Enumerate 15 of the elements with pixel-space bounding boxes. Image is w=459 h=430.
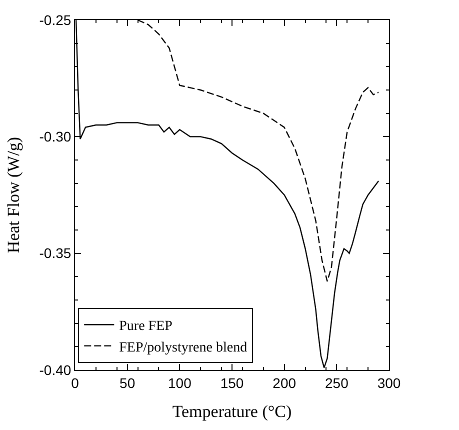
x-tick-label: 250 (324, 374, 349, 391)
y-tick-label: -0.35 (39, 245, 72, 262)
y-tick-label: -0.30 (39, 128, 72, 145)
x-tick-label: 50 (120, 374, 136, 391)
x-tick-label: 200 (272, 374, 296, 391)
y-tick-label: -0.40 (39, 362, 72, 378)
y-tick-label: -0.25 (39, 12, 72, 28)
legend-label: Pure FEP (119, 319, 173, 334)
x-tick-label: 150 (220, 374, 244, 391)
legend-label: FEP/polystyrene blend (119, 340, 248, 356)
x-axis-title: Temperature (°C) (172, 402, 292, 422)
x-tick-label: 300 (377, 374, 401, 391)
x-tick-label: 100 (168, 374, 192, 391)
x-tick-label: 0 (71, 374, 80, 391)
y-axis-title: Heat Flow (W/g) (4, 136, 23, 254)
